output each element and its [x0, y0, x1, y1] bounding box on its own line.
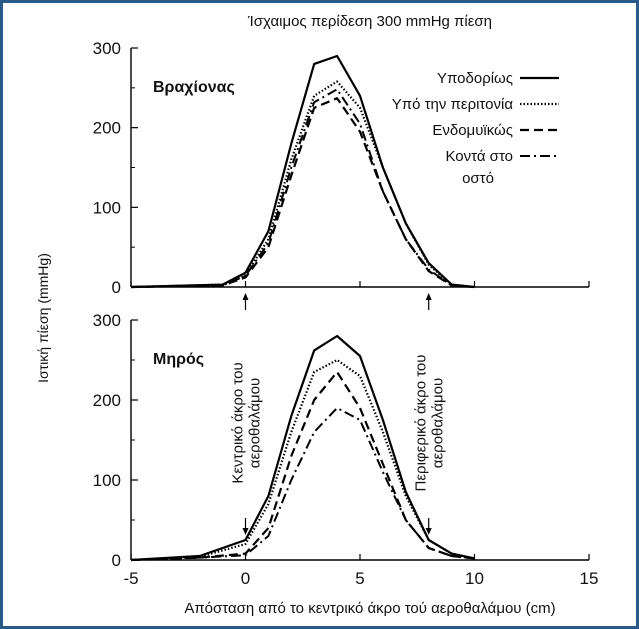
legend: Υποδορίως Υπό την περιτονία Ενδομυϊκώς Κοντ…: [392, 70, 559, 187]
annotation-label: Κεντρικό άκρο του αεροθαλάμου: [230, 362, 264, 483]
legend-label: Υποδορίως: [437, 70, 513, 87]
annotation-line1: Περιφερικό άκρο του: [413, 355, 430, 492]
series-line-dashed: [130, 97, 475, 289]
series-line-solid: [130, 334, 475, 562]
annotation-arrowhead: [242, 528, 249, 535]
annotation-label: Περιφερικό άκρο του αεροθαλάμου: [413, 355, 447, 492]
y-tick-label: 200: [93, 391, 121, 410]
annotation-arrowhead: [425, 293, 432, 300]
x-tick-label: 0: [241, 569, 250, 588]
legend-label: Υπό την περιτονία: [392, 96, 514, 113]
figure-title: Ίσχαιμος περίδεση 300 mmHg πίεση: [247, 13, 492, 30]
top-panel: 0 100 200 300 Βραχίονας: [93, 39, 590, 297]
panel-label: Βραχίονας: [153, 79, 235, 96]
y-tick-label: 0: [112, 278, 121, 297]
series-line-dashdot: [130, 407, 475, 561]
annotations: Κεντρικό άκρο του αεροθαλάμου Περιφερικό ά…: [230, 293, 447, 535]
series-line-dotted: [130, 358, 475, 562]
legend-label-line2: οστό: [462, 170, 494, 187]
series-line-dotted: [130, 80, 475, 289]
series-line-solid: [130, 54, 475, 289]
legend-label: Κοντά στο: [445, 148, 513, 165]
legend-item: Υποδορίως: [437, 70, 559, 87]
x-tick-label: 10: [465, 569, 484, 588]
y-tick-label: 300: [93, 311, 121, 330]
annotation-line2: αεροθαλάμου: [247, 378, 264, 468]
legend-item: Κοντά στο οστό: [445, 148, 559, 187]
y-tick-label: 200: [93, 119, 121, 138]
series-line-dashdot: [130, 88, 475, 288]
x-tick-label: -5: [123, 569, 138, 588]
y-axis-label: Ιστική πίεση (mmHg): [35, 253, 51, 383]
x-tick-label: 15: [580, 569, 599, 588]
legend-item: Υπό την περιτονία: [392, 96, 559, 113]
x-tick-label: 5: [355, 569, 364, 588]
annotation-arrowhead: [242, 293, 249, 300]
legend-item: Ενδομυϊκώς: [432, 122, 559, 139]
annotation-arrowhead: [425, 528, 432, 535]
annotation-line2: αεροθαλάμου: [430, 378, 447, 468]
panel-label: Μηρός: [153, 351, 204, 368]
legend-label: Ενδομυϊκώς: [432, 122, 513, 139]
y-tick-label: 0: [112, 551, 121, 570]
y-tick-label: 100: [93, 198, 121, 217]
annotation-line1: Κεντρικό άκρο του: [230, 362, 247, 483]
y-tick-label: 100: [93, 471, 121, 490]
y-tick-label: 300: [93, 39, 121, 58]
x-axis-label: Απόσταση από το κεντρικό άκρο τού αεροθα…: [184, 600, 555, 617]
